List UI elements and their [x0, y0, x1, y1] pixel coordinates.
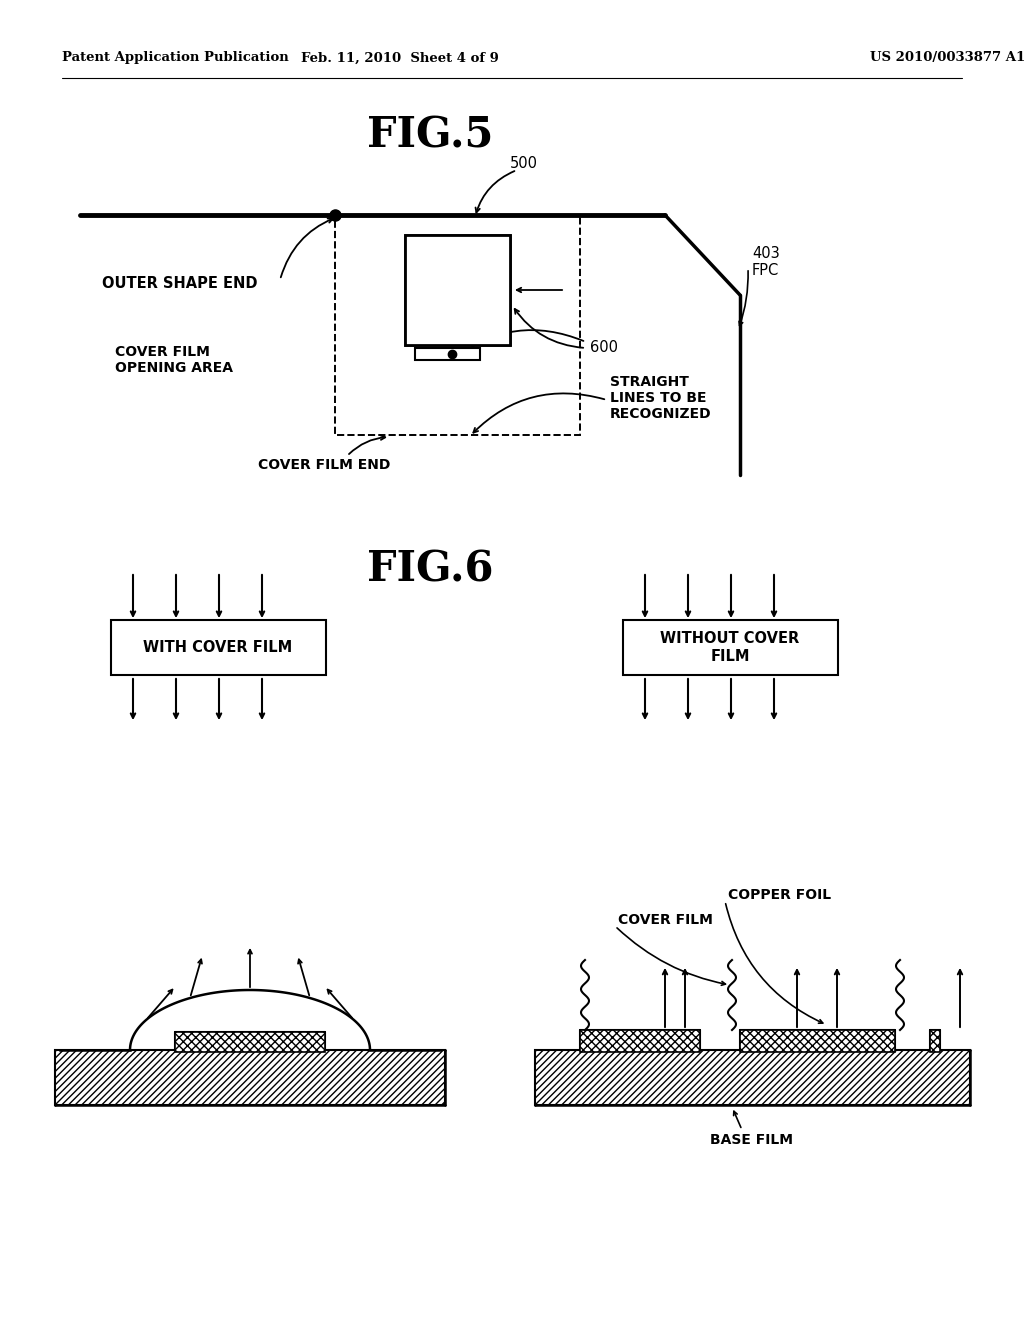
Bar — [580, 1030, 700, 1052]
Text: WITH COVER FILM: WITH COVER FILM — [143, 640, 293, 655]
Text: COPPER FOIL: COPPER FOIL — [728, 888, 831, 902]
Text: 600: 600 — [590, 341, 618, 355]
Bar — [930, 1030, 940, 1052]
Bar — [55, 1049, 445, 1105]
Bar — [535, 1049, 970, 1105]
Text: COVER FILM END: COVER FILM END — [258, 458, 390, 473]
Text: COVER FILM
OPENING AREA: COVER FILM OPENING AREA — [115, 345, 233, 375]
Text: WITHOUT COVER
FILM: WITHOUT COVER FILM — [660, 631, 800, 664]
Text: FIG.5: FIG.5 — [367, 114, 494, 156]
Text: 500: 500 — [510, 156, 538, 170]
Text: 403
FPC: 403 FPC — [752, 246, 779, 279]
Text: COVER FILM: COVER FILM — [618, 913, 713, 927]
Bar — [175, 1032, 325, 1052]
Text: Feb. 11, 2010  Sheet 4 of 9: Feb. 11, 2010 Sheet 4 of 9 — [301, 51, 499, 65]
Text: FIG.6: FIG.6 — [367, 549, 494, 591]
Text: OUTER SHAPE END: OUTER SHAPE END — [102, 276, 257, 290]
Bar — [406, 235, 510, 345]
Bar — [623, 620, 838, 675]
Text: Patent Application Publication: Patent Application Publication — [62, 51, 289, 65]
Text: STRAIGHT
LINES TO BE
RECOGNIZED: STRAIGHT LINES TO BE RECOGNIZED — [610, 375, 712, 421]
Bar — [415, 348, 480, 360]
Bar — [740, 1030, 895, 1052]
Text: US 2010/0033877 A1: US 2010/0033877 A1 — [870, 51, 1024, 65]
Text: BASE FILM: BASE FILM — [711, 1133, 794, 1147]
Bar — [111, 620, 326, 675]
Bar — [335, 215, 580, 436]
Bar — [406, 235, 510, 345]
